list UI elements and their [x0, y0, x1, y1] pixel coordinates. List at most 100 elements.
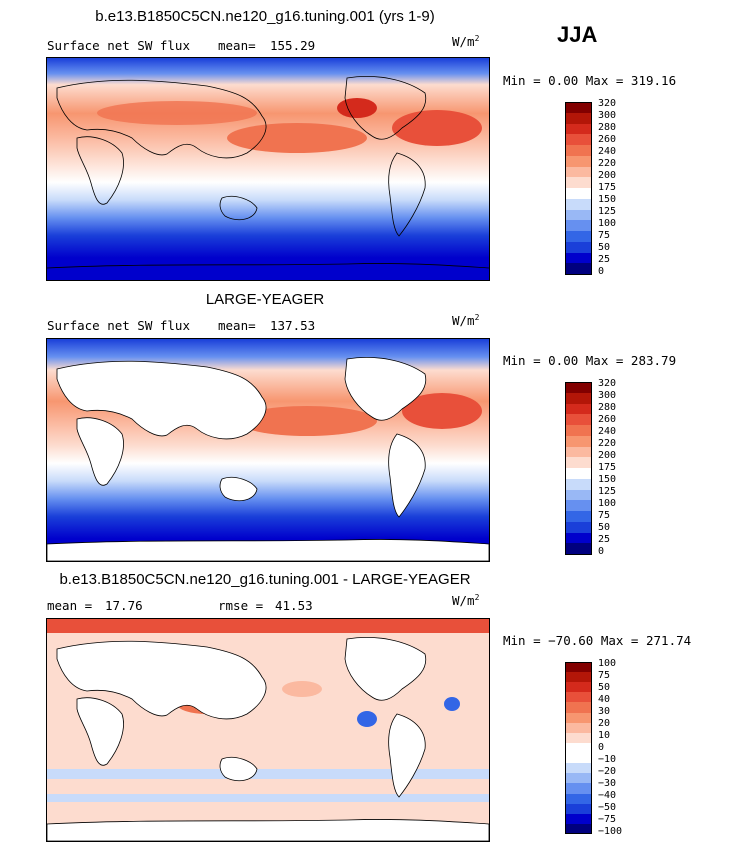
colorbar-tick-label: 100: [598, 658, 617, 669]
colorbar-tick-label: 320: [598, 378, 617, 389]
colorbar-swatch: [565, 532, 592, 544]
colorbar-swatch: [565, 166, 592, 178]
colorbar-swatch: [565, 425, 592, 437]
colorbar-tick-label: 40: [598, 694, 611, 705]
colorbar-swatch: [565, 263, 592, 275]
panel-1-variable-label: Surface net SW flux: [47, 38, 190, 53]
colorbar-swatch: [565, 112, 592, 124]
panel-2-map-svg: [47, 339, 489, 561]
colorbar-tick-label: 300: [598, 390, 617, 401]
colorbar-swatch: [565, 521, 592, 533]
colorbar-swatch: [565, 813, 592, 825]
colorbar-swatch: [565, 177, 592, 189]
colorbar-tick-label: 260: [598, 134, 617, 145]
colorbar-tick-label: 125: [598, 486, 617, 497]
colorbar-tick-label: 30: [598, 706, 611, 717]
colorbar-tick-label: 0: [598, 266, 605, 277]
panel-1-minmax: Min = 0.00 Max = 319.16: [503, 73, 677, 88]
colorbar-swatch: [565, 414, 592, 426]
panel-3-mean-label: mean =: [47, 598, 93, 613]
colorbar-swatch: [565, 489, 592, 501]
colorbar-swatch: [565, 732, 592, 744]
panel-1-map: [46, 57, 490, 281]
colorbar-tick-label: 25: [598, 254, 611, 265]
colorbar-tick-label: 300: [598, 110, 617, 121]
colorbar-swatch: [565, 241, 592, 253]
panel-1-title: b.e13.B1850C5CN.ne120_g16.tuning.001 (yr…: [95, 8, 435, 25]
colorbar-tick-label: 150: [598, 194, 617, 205]
colorbar-tick-label: 25: [598, 534, 611, 545]
colorbar-swatch: [565, 468, 592, 480]
season-label: JJA: [557, 22, 598, 47]
colorbar-swatch: [565, 252, 592, 264]
colorbar-swatch: [565, 145, 592, 157]
colorbar-tick-label: 240: [598, 426, 617, 437]
colorbar-swatch: [565, 783, 592, 795]
panel-1-map-svg: [47, 58, 489, 280]
colorbar-tick-label: 50: [598, 242, 611, 253]
panel-3-minmax: Min = −70.60 Max = 271.74: [503, 633, 692, 648]
panel-2-map: [46, 338, 490, 562]
colorbar-swatch: [565, 742, 592, 754]
panel-3-map: [46, 618, 490, 842]
colorbar-swatch: [565, 392, 592, 404]
colorbar-swatch: [565, 692, 592, 703]
colorbar-tick-label: −10: [598, 754, 617, 765]
colorbar-tick-label: 150: [598, 474, 617, 485]
colorbar-swatch: [565, 803, 592, 815]
colorbar-swatch: [565, 793, 592, 805]
colorbar-tick-label: 175: [598, 462, 617, 473]
colorbar-tick-label: 10: [598, 730, 611, 741]
colorbar-swatch: [565, 511, 592, 523]
panel-3-units: W/m2: [452, 593, 480, 609]
colorbar-swatch: [565, 763, 592, 774]
colorbar-tick-label: 240: [598, 146, 617, 157]
colorbar-swatch: [565, 712, 592, 724]
colorbar-tick-label: 0: [598, 546, 605, 557]
panel-1-mean-label: mean=: [218, 38, 256, 53]
colorbar-swatch: [565, 722, 592, 734]
colorbar-swatch: [565, 198, 592, 210]
colorbar-swatch: [565, 446, 592, 458]
colorbar-tick-label: 220: [598, 438, 617, 449]
colorbar-swatch: [565, 102, 592, 114]
colorbar-swatch: [565, 478, 592, 490]
colorbar-swatch: [565, 435, 592, 447]
colorbar-swatch: [565, 134, 592, 146]
colorbar-tick-label: −100: [598, 826, 623, 837]
colorbar-swatch: [565, 403, 592, 415]
colorbar-swatch: [565, 682, 592, 693]
colorbar-tick-label: 200: [598, 170, 617, 181]
panel-1-mean-value: 155.29: [270, 38, 316, 53]
colorbar-swatch: [565, 753, 592, 764]
colorbar-swatch: [565, 382, 592, 394]
colorbar-tick-label: 100: [598, 498, 617, 509]
colorbar-tick-label: 50: [598, 682, 611, 693]
colorbar-swatch: [565, 672, 592, 683]
colorbar-tick-label: 75: [598, 670, 611, 681]
colorbar-tick-label: −50: [598, 802, 617, 813]
colorbar-tick-label: 20: [598, 718, 611, 729]
panel-2-mean-value: 137.53: [270, 318, 316, 333]
colorbar-tick-label: 260: [598, 414, 617, 425]
colorbar-tick-label: 280: [598, 402, 617, 413]
colorbar-tick-label: 175: [598, 182, 617, 193]
colorbar-swatch: [565, 702, 592, 714]
colorbar-swatch: [565, 773, 592, 784]
panel-3-colorbar: 100 75 50 40 30 20 10 0 −10 −20 −30 −40 −50 −75 −100: [565, 658, 625, 837]
panel-2-units: W/m2: [452, 313, 480, 329]
colorbar-tick-label: 75: [598, 510, 611, 521]
panel-1-units: W/m2: [452, 34, 480, 50]
colorbar-tick-label: 100: [598, 218, 617, 229]
panel-3-rmse-label: rmse =: [218, 598, 264, 613]
colorbar-swatch: [565, 543, 592, 555]
colorbar-swatch: [565, 457, 592, 469]
colorbar-tick-label: 50: [598, 522, 611, 533]
panel-3-map-svg: [47, 619, 489, 841]
colorbar-tick-label: −75: [598, 814, 617, 825]
colorbar-tick-label: 0: [598, 742, 605, 753]
colorbar-tick-label: 75: [598, 230, 611, 241]
panel-2-minmax: Min = 0.00 Max = 283.79: [503, 353, 677, 368]
panel-3-title: b.e13.B1850C5CN.ne120_g16.tuning.001 - L…: [59, 571, 471, 588]
colorbar-tick-label: −40: [598, 790, 617, 801]
